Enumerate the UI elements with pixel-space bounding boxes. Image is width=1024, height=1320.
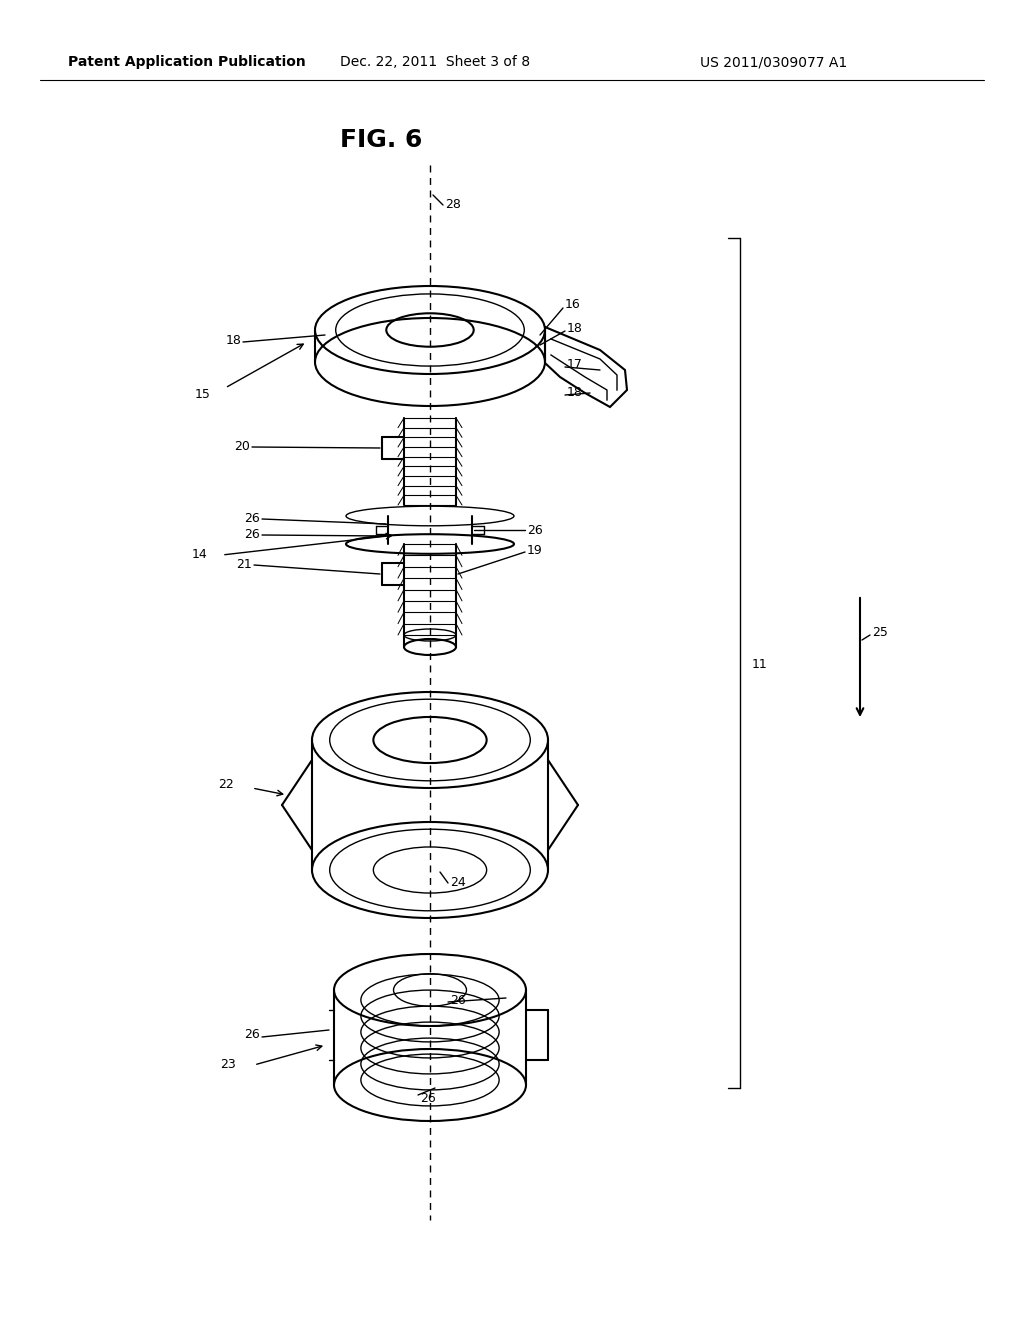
Text: 20: 20 xyxy=(234,441,250,454)
Text: FIG. 6: FIG. 6 xyxy=(340,128,422,152)
Text: 18: 18 xyxy=(226,334,242,346)
Text: 19: 19 xyxy=(527,544,543,557)
Text: 16: 16 xyxy=(565,298,581,312)
Text: 26: 26 xyxy=(245,1028,260,1041)
Text: Dec. 22, 2011  Sheet 3 of 8: Dec. 22, 2011 Sheet 3 of 8 xyxy=(340,55,530,69)
Text: 25: 25 xyxy=(872,626,888,639)
Text: 21: 21 xyxy=(237,558,252,572)
Text: 26: 26 xyxy=(245,528,260,541)
Text: 11: 11 xyxy=(752,659,768,672)
Text: 26: 26 xyxy=(450,994,466,1006)
Text: Patent Application Publication: Patent Application Publication xyxy=(68,55,306,69)
Text: 14: 14 xyxy=(193,549,208,561)
Text: 24: 24 xyxy=(450,876,466,890)
Text: 18: 18 xyxy=(567,385,583,399)
Text: 17: 17 xyxy=(567,358,583,371)
Text: 26: 26 xyxy=(527,524,543,536)
Text: 26: 26 xyxy=(420,1092,436,1105)
Text: 26: 26 xyxy=(245,512,260,525)
Text: US 2011/0309077 A1: US 2011/0309077 A1 xyxy=(700,55,847,69)
Text: 22: 22 xyxy=(218,779,233,792)
Text: 18: 18 xyxy=(567,322,583,334)
Text: 15: 15 xyxy=(195,388,211,401)
Text: 28: 28 xyxy=(445,198,461,211)
Text: 23: 23 xyxy=(220,1059,236,1072)
